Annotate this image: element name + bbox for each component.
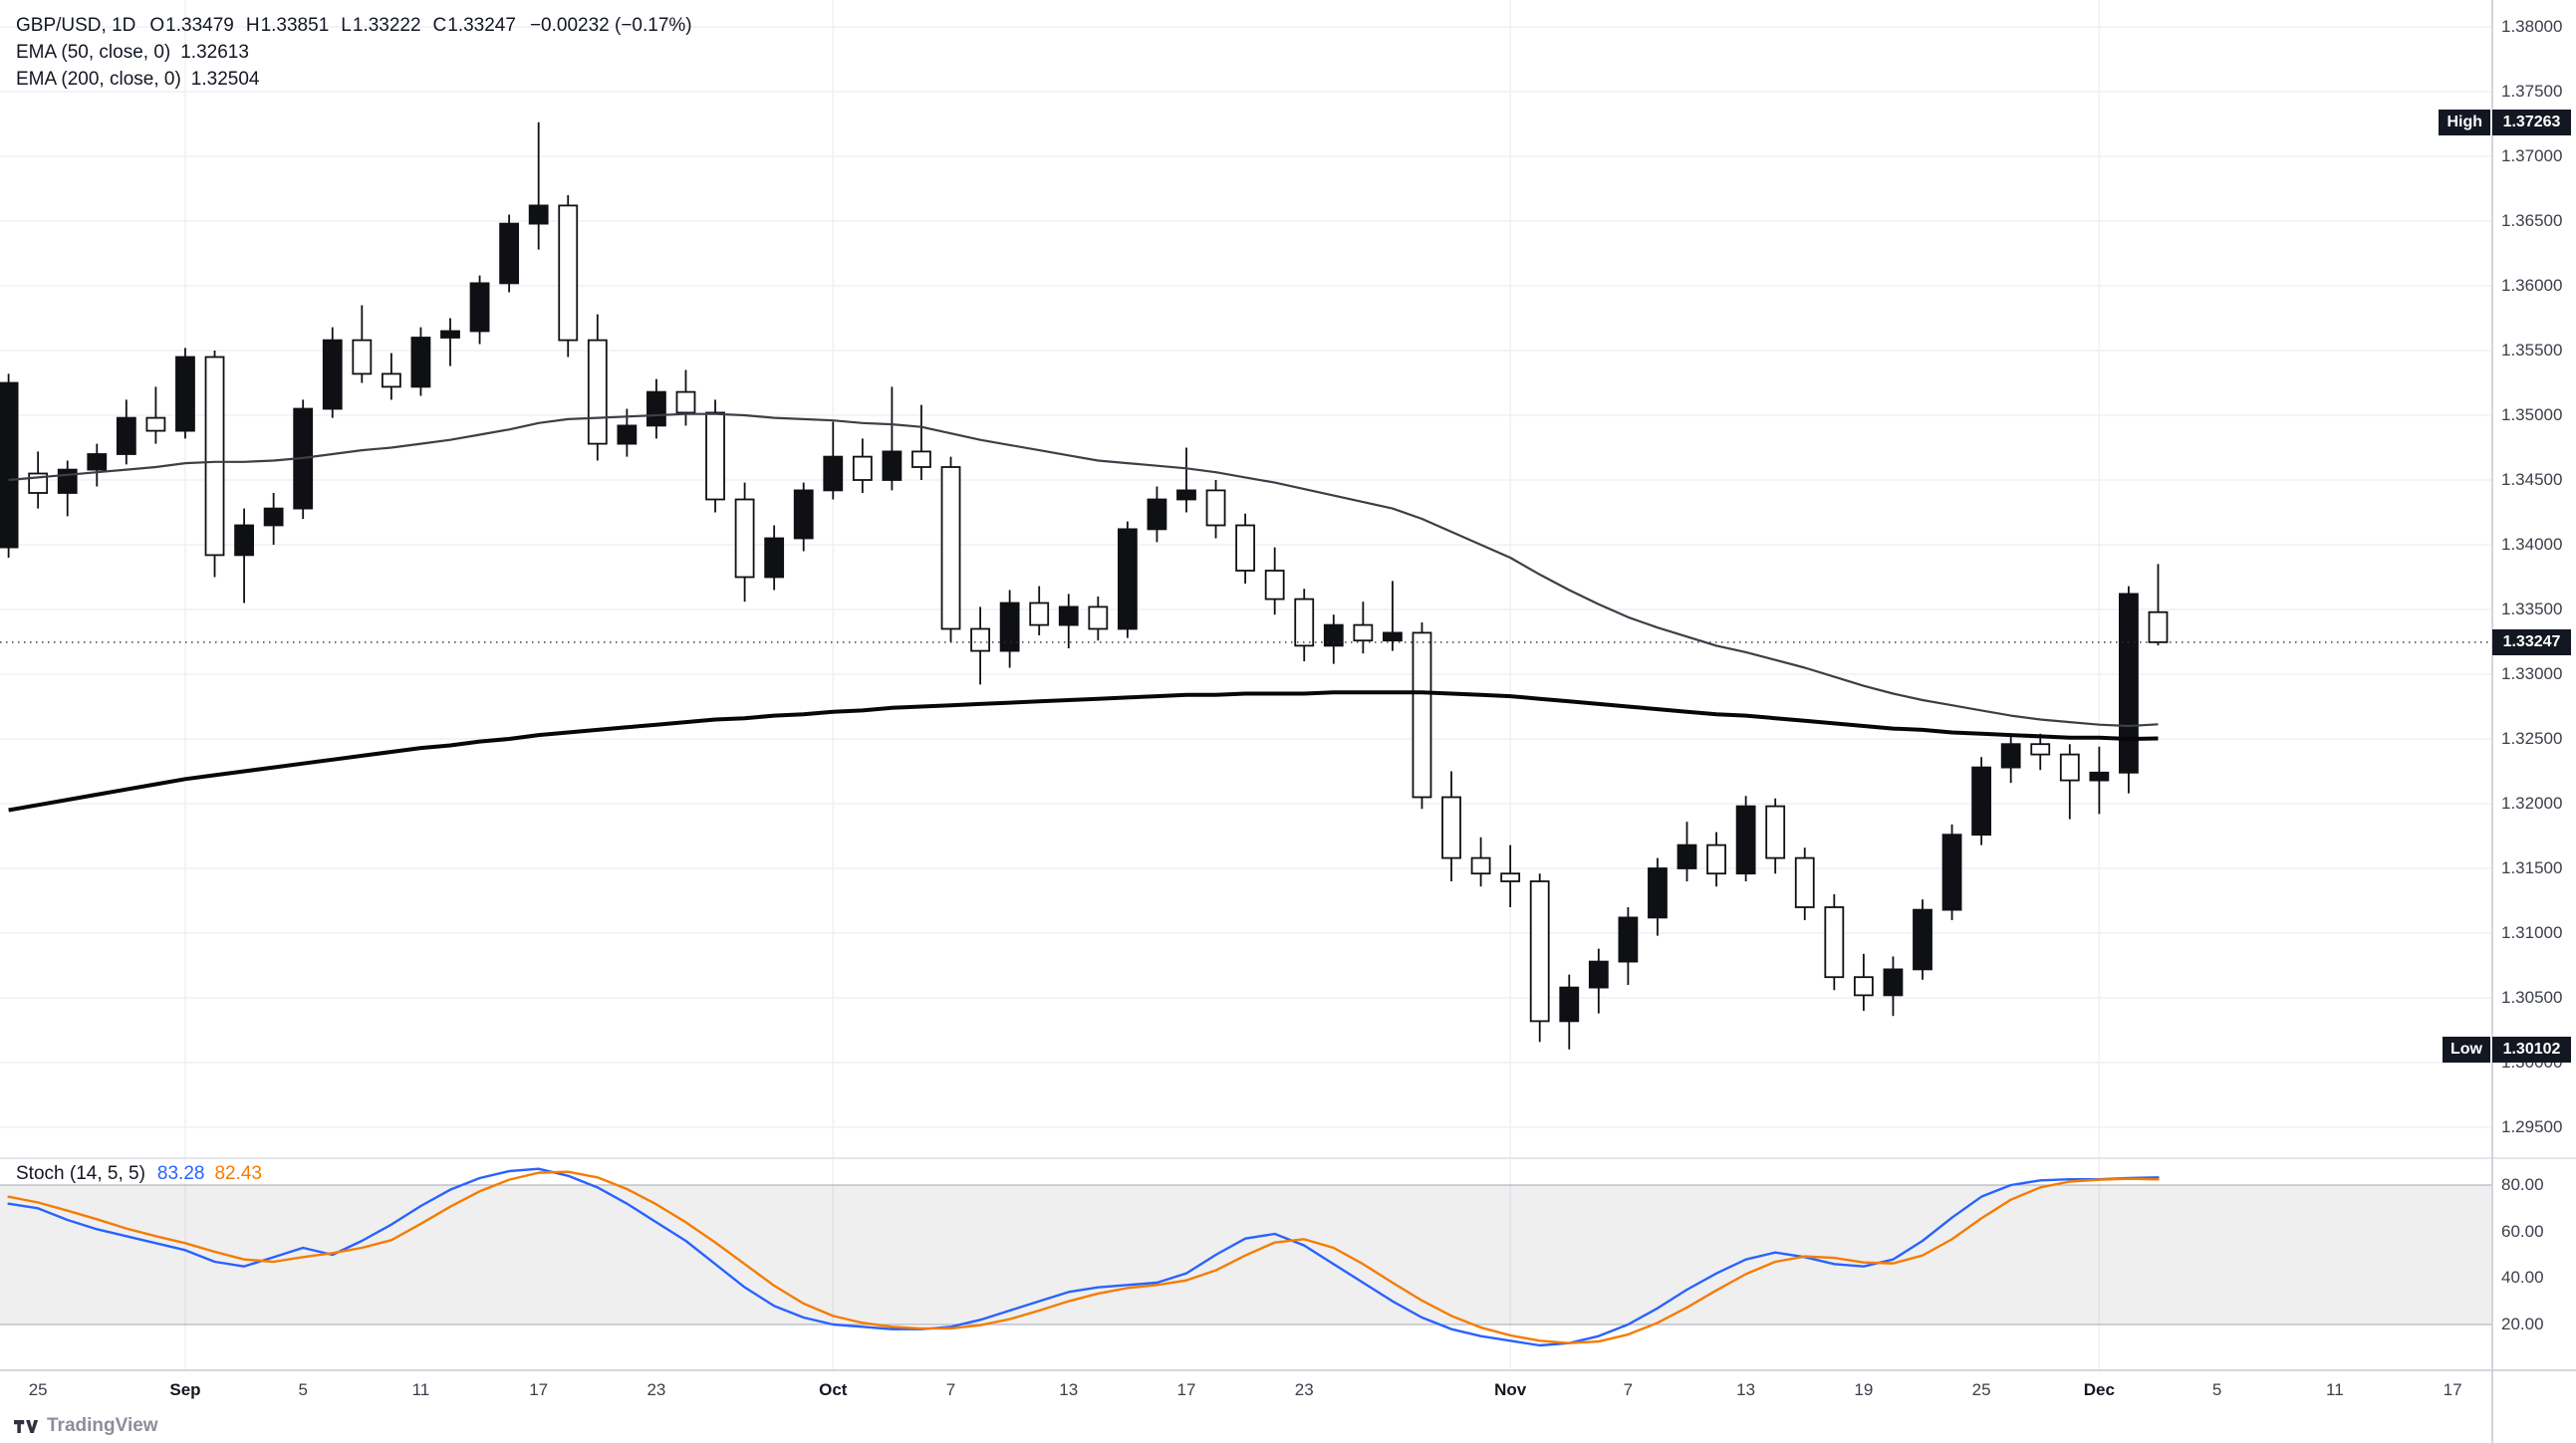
tradingview-watermark[interactable]: TradingView	[14, 1415, 158, 1437]
price-tick-label: 1.30500	[2501, 988, 2563, 1007]
price-tick-label: 1.36000	[2501, 276, 2563, 295]
change-value: −0.00232 (−0.17%)	[529, 15, 692, 36]
time-tick-label: 17	[529, 1380, 549, 1399]
watermark-text: TradingView	[47, 1415, 158, 1436]
close-value: 1.33247	[447, 15, 516, 36]
stoch-d-value: 82.43	[214, 1163, 262, 1184]
time-tick-label: 13	[1736, 1380, 1756, 1399]
time-tick-label: 13	[1059, 1380, 1079, 1399]
tradingview-logo-icon	[14, 1419, 39, 1433]
time-tick-label: 25	[28, 1380, 48, 1399]
time-tick-label: Oct	[819, 1380, 848, 1399]
time-tick-label: 7	[945, 1380, 956, 1399]
time-tick-label: Nov	[1494, 1380, 1527, 1399]
price-axis[interactable]: 1.38000 1.37500 1.37000 1.36500 1.36000 1.355…	[2492, 0, 2576, 1443]
high-badge-value: 1.37263	[2492, 109, 2571, 135]
high-price-badge: High 1.37263	[2439, 109, 2571, 135]
time-tick-label: Sep	[169, 1380, 201, 1399]
low-badge-value: 1.30102	[2492, 1036, 2571, 1063]
symbol-row[interactable]: GBP/USD, 1D O1.33479 H1.33851 L1.33222 C1.33…	[16, 12, 692, 39]
price-tick-label: 1.38000	[2501, 17, 2563, 36]
stoch-tick-label: 60.00	[2501, 1221, 2544, 1241]
time-tick-label: 23	[646, 1380, 666, 1399]
low-value: 1.33222	[352, 15, 421, 36]
last-price-badge: 1.33247	[2492, 628, 2571, 655]
time-tick-label: 17	[1176, 1380, 1196, 1399]
price-tick-label: 1.37500	[2501, 82, 2563, 101]
time-tick-label: 7	[1623, 1380, 1634, 1399]
time-axis[interactable]: 25 Sep 5 11 17 23 Oct 7 13 17 23 Nov 7 13 19 25 Dec 5 11 17	[0, 1371, 2492, 1417]
ema50-legend[interactable]: EMA (50, close, 0) 1.32613	[16, 39, 692, 66]
low-badge-label: Low	[2443, 1036, 2490, 1063]
last-badge-value: 1.33247	[2492, 628, 2571, 655]
symbol-title[interactable]: GBP/USD, 1D	[16, 15, 136, 36]
stoch-label: Stoch (14, 5, 5)	[16, 1163, 145, 1184]
price-tick-label: 1.33000	[2501, 664, 2563, 683]
ohlc-high: H1.33851	[245, 15, 330, 36]
price-tick-label: 1.35500	[2501, 341, 2563, 360]
price-tick-label: 1.34000	[2501, 535, 2563, 554]
ohlc-open: O1.33479	[149, 15, 234, 36]
price-tick-label: 1.34500	[2501, 470, 2563, 489]
ohlc-close: C1.33247	[432, 15, 516, 36]
price-tick-label: 1.31000	[2501, 923, 2563, 942]
ema50-value: 1.32613	[180, 42, 249, 63]
stoch-tick-label: 80.00	[2501, 1175, 2544, 1194]
ema200-value: 1.32504	[190, 69, 260, 90]
open-value: 1.33479	[165, 15, 234, 36]
stoch-tick-label: 40.00	[2501, 1268, 2544, 1288]
time-tick-label: Dec	[2083, 1380, 2115, 1399]
high-badge-label: High	[2439, 109, 2490, 135]
time-tick-label: 11	[2326, 1380, 2344, 1399]
stoch-k-value: 83.28	[156, 1163, 205, 1184]
price-tick-label: 1.32500	[2501, 729, 2563, 748]
price-tick-label: 1.35000	[2501, 405, 2563, 424]
time-tick-label: 11	[411, 1380, 430, 1399]
price-tick-label: 1.32000	[2501, 794, 2563, 813]
price-tick-label: 1.36500	[2501, 211, 2563, 230]
high-value: 1.33851	[260, 15, 330, 36]
time-tick-label: 23	[1294, 1380, 1314, 1399]
time-tick-label: 17	[2443, 1380, 2462, 1399]
time-tick-label: 25	[1971, 1380, 1991, 1399]
ohlc-low: L1.33222	[341, 15, 421, 36]
price-tick-label: 1.37000	[2501, 146, 2563, 165]
ema200-legend[interactable]: EMA (200, close, 0) 1.32504	[16, 66, 692, 93]
price-tick-label: 1.33500	[2501, 600, 2563, 618]
time-tick-label: 19	[1854, 1380, 1874, 1399]
price-tick-label: 1.31500	[2501, 858, 2563, 877]
price-tick-label: 1.29500	[2501, 1117, 2563, 1136]
stoch-legend[interactable]: Stoch (14, 5, 5) 83.28 82.43	[16, 1163, 262, 1185]
stoch-tick-label: 20.00	[2501, 1315, 2544, 1333]
low-price-badge: Low 1.30102	[2443, 1036, 2571, 1063]
time-tick-label: 5	[2211, 1380, 2222, 1399]
ema50-label: EMA (50, close, 0)	[16, 42, 171, 63]
ema200-label: EMA (200, close, 0)	[16, 69, 181, 90]
symbol-legend: GBP/USD, 1D O1.33479 H1.33851 L1.33222 C1.33…	[16, 12, 692, 93]
time-tick-label: 5	[298, 1380, 308, 1399]
